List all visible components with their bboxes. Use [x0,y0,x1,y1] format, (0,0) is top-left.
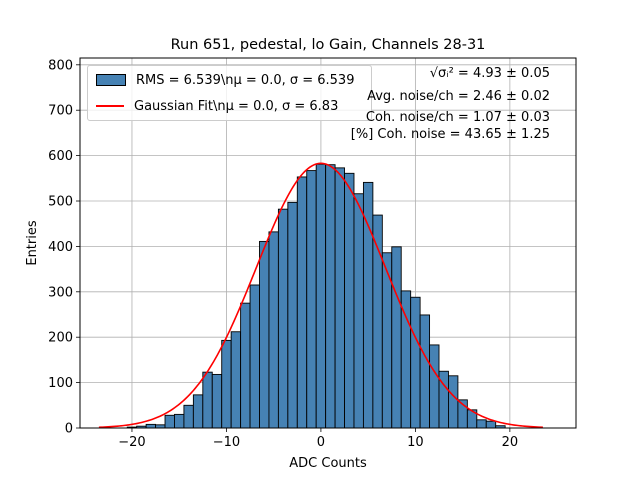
histogram-bar [145,423,157,429]
y-tick-label: 0 [65,422,73,437]
x-tick-label: −20 [118,435,145,450]
x-tick-label: 20 [502,435,519,450]
histogram-bar [259,240,270,429]
y-axis-ticks: 0 100 200 300 400 500 600 700 800 [48,58,80,437]
legend: RMS = 6.539\nμ = 0.0, σ = 6.539 Gaussian… [87,65,372,121]
y-tick-label: 600 [48,149,73,164]
histogram-bar [485,420,497,429]
histogram-bar [315,163,327,429]
histogram-bar [344,172,355,429]
legend-swatch-histogram [96,74,126,86]
histogram-bar [202,371,213,429]
histogram-bar [230,331,242,429]
histogram-bar [353,193,364,429]
histogram-bar [410,296,421,429]
histogram-bar [174,413,185,429]
histogram-bar [325,164,336,429]
histogram-bar [192,394,204,429]
histogram-bar [448,375,459,429]
y-tick-label: 200 [48,331,73,346]
y-tick-label: 700 [48,104,73,119]
histogram-bar [429,344,440,429]
legend-entry-fit: Gaussian Fit\nμ = 0.0, σ = 6.83 [96,96,338,116]
histogram-bar [391,246,402,429]
gaussian-fit-curve [98,162,543,429]
histogram-bar [221,339,232,429]
histogram-bar [249,284,260,429]
legend-label-rms: RMS = 6.539\nμ = 0.0, σ = 6.539 [136,72,355,88]
histogram-bar [287,201,298,429]
histogram-bar [296,176,308,429]
annotation-coh-noise-percent: [%] Coh. noise = 43.65 ± 1.25 [350,127,550,142]
x-tick-label: −10 [213,435,240,450]
y-tick-label: 500 [48,195,73,210]
x-axis-ticks: −20 −10 0 10 20 [118,428,518,450]
x-tick-label: 10 [407,435,424,450]
histogram-bar [211,373,223,429]
x-tick-label: 0 [317,435,325,450]
histogram-bar [334,167,345,429]
annotation-coh-noise: Coh. noise/ch = 1.07 ± 0.03 [365,110,550,125]
y-tick-label: 100 [48,376,73,391]
histogram-bar [400,290,412,429]
y-tick-label: 800 [48,58,73,73]
annotation-sigma: √σᵢ² = 4.93 ± 0.05 [429,66,550,81]
chart-title: Run 651, pedestal, lo Gain, Channels 28-… [171,37,486,53]
legend-label-fit: Gaussian Fit\nμ = 0.0, σ = 6.83 [134,98,339,114]
histogram-bar [268,231,279,429]
histogram-bar [476,419,487,429]
histogram-bar [183,404,194,429]
legend-entry-rms: RMS = 6.539\nμ = 0.0, σ = 6.539 [96,70,354,90]
legend-swatch-fit-line [96,105,124,107]
histogram-bar [277,208,289,429]
histogram-bar [306,170,317,429]
histogram-bar [419,314,431,429]
y-axis-label: Entries [25,220,40,266]
annotation-avg-noise: Avg. noise/ch = 2.46 ± 0.02 [367,89,550,104]
y-tick-label: 300 [48,285,73,300]
histogram-bar [164,414,175,429]
x-axis-label: ADC Counts [289,456,367,471]
histogram-bar [240,302,251,429]
plot-frame [79,57,577,429]
histogram-bars [126,163,506,429]
y-tick-label: 400 [48,240,73,255]
